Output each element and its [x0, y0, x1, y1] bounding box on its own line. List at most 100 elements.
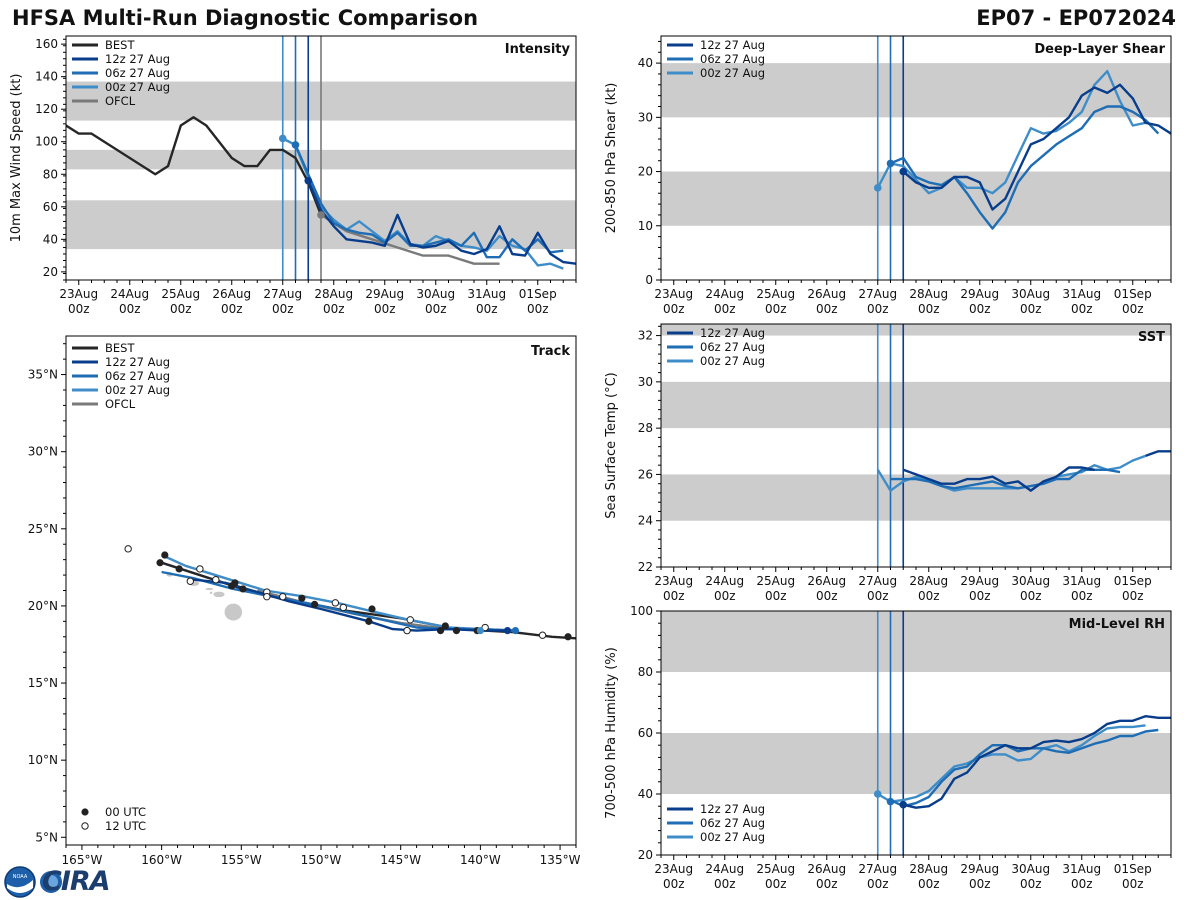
rh-xtick-label-date: 31Aug — [1062, 862, 1101, 876]
track-point-00utc — [452, 627, 461, 635]
shear-xtick-label-date: 23Aug — [654, 287, 693, 301]
shear-xtick-label-hour: 00z — [918, 302, 940, 316]
sst-band-0 — [661, 474, 1171, 521]
track-plot-area — [124, 545, 576, 641]
rh-init-marker-r00 — [873, 790, 882, 798]
intensity-init-marker-r06 — [291, 141, 300, 149]
shear-xtick-label-hour: 00z — [969, 302, 991, 316]
track-point-12utc — [124, 545, 132, 553]
shear-series-r00 — [876, 70, 1146, 195]
intensity-xtick-label-date: 23Aug — [59, 287, 98, 301]
shear-title: Deep-Layer Shear — [1034, 42, 1165, 57]
track-ytick-label: 10°N — [28, 753, 58, 767]
hawaii-island-0 — [224, 603, 243, 621]
shear-legend-label: 12z 27 Aug — [700, 38, 765, 52]
sst-xtick-label-hour: 00z — [714, 589, 736, 603]
sst-xtick-label-date: 25Aug — [756, 574, 795, 588]
cira-logo-text: CIRA — [42, 866, 111, 897]
rh-init-marker-r12 — [899, 800, 908, 809]
track-series-ofcl — [257, 589, 513, 632]
intensity-legend-label: 00z 27 Aug — [105, 80, 170, 94]
shear-xtick-label-hour: 00z — [867, 302, 889, 316]
intensity-ytick-label: 140 — [35, 70, 58, 84]
sst-xtick-label-date: 26Aug — [807, 574, 846, 588]
shear-ytick-label: 30 — [638, 110, 653, 124]
shear-xtick-label-hour: 00z — [765, 302, 787, 316]
rh-xtick-label-hour: 00z — [969, 877, 991, 891]
shear-plot-area — [661, 36, 1171, 280]
track-point-00utc — [365, 617, 373, 625]
intensity-xtick-label-date: 30Aug — [416, 287, 455, 301]
intensity-ytick-label: 100 — [35, 135, 58, 149]
track-point-r12 — [503, 627, 512, 635]
rh-ytick-label: 40 — [638, 787, 653, 801]
intensity-xtick-label-date: 01Sep — [519, 287, 557, 301]
sst-xtick-label-date: 01Sep — [1114, 574, 1152, 588]
track-ytick-label: 25°N — [28, 522, 58, 536]
track-ytick-label: 15°N — [28, 676, 58, 690]
sst-xtick-label-hour: 00z — [1071, 589, 1093, 603]
rh-xtick-label-hour: 00z — [816, 877, 838, 891]
sst-xtick-label-hour: 00z — [969, 589, 991, 603]
rh-ytick-label: 60 — [638, 726, 653, 740]
intensity-title: Intensity — [505, 42, 571, 57]
intensity-series-r12 — [307, 180, 576, 265]
track-point-12utc — [186, 577, 195, 585]
intensity-init-marker-ofcl — [317, 211, 325, 219]
intensity-ylabel: 10m Max Wind Speed (kt) — [9, 74, 24, 243]
rh-xtick-label-hour: 00z — [714, 877, 736, 891]
sst-ytick-label: 26 — [638, 467, 653, 481]
intensity-xtick-label-hour: 00z — [119, 302, 141, 316]
rh-xtick-label-hour: 00z — [1122, 877, 1144, 891]
sst-ytick-label: 24 — [638, 514, 653, 528]
shear-xtick-label-hour: 00z — [714, 302, 736, 316]
rh-xtick-label-date: 28Aug — [909, 862, 948, 876]
intensity-xtick-label-date: 28Aug — [314, 287, 353, 301]
sst-series-r12 — [902, 450, 1171, 492]
intensity-init-marker-r00 — [278, 134, 287, 143]
shear-init-marker-r06 — [886, 159, 895, 168]
intensity-legend-label: BEST — [105, 38, 135, 52]
track-point-r00 — [476, 627, 484, 635]
rh-series-r06 — [889, 728, 1159, 808]
track-point-00utc — [239, 585, 247, 593]
shear-legend-label: 00z 27 Aug — [700, 66, 765, 80]
track-point-00utc — [175, 565, 183, 573]
intensity-xtick-label-hour: 00z — [374, 302, 396, 316]
track-ytick-label: 5°N — [35, 830, 58, 844]
shear-ytick-label: 10 — [638, 219, 653, 233]
hawaii-island-5 — [209, 591, 213, 595]
sst-legend-label: 00z 27 Aug — [700, 354, 765, 368]
rh-xtick-label-hour: 00z — [918, 877, 940, 891]
intensity-series-best — [66, 116, 323, 216]
track-legend-marker-00utc — [81, 808, 89, 816]
intensity-legend-label: 06z 27 Aug — [105, 66, 170, 80]
rh-xtick-label-date: 24Aug — [705, 862, 744, 876]
track-ytick-label: 35°N — [28, 368, 58, 382]
track-point-00utc — [156, 559, 164, 567]
intensity-xtick-label-date: 31Aug — [467, 287, 506, 301]
track-point-r06 — [511, 627, 520, 635]
sst-ytick-label: 28 — [638, 421, 653, 435]
hawaii-island-2 — [205, 587, 214, 591]
track-legend-label: OFCL — [105, 397, 136, 411]
rh-ytick-label: 20 — [638, 848, 653, 862]
cira-logo: NOAA CIRA — [4, 866, 114, 898]
shear-xtick-label-hour: 00z — [816, 302, 838, 316]
rh-xtick-label-date: 27Aug — [858, 862, 897, 876]
intensity-ytick-label: 160 — [35, 37, 58, 51]
sst-band-1 — [661, 381, 1171, 429]
rh-xtick-label-date: 30Aug — [1011, 862, 1050, 876]
intensity-xtick-label-date: 26Aug — [212, 287, 251, 301]
sst-ytick-label: 22 — [638, 560, 653, 574]
rh-ytick-label: 100 — [630, 604, 653, 618]
shear-band-1 — [661, 63, 1171, 118]
shear-legend-label: 06z 27 Aug — [700, 52, 765, 66]
track-ytick-label: 30°N — [28, 445, 58, 459]
main-title: HFSA Multi-Run Diagnostic Comparison — [12, 6, 479, 30]
intensity-xtick-label-hour: 00z — [68, 302, 90, 316]
track-point-12utc — [331, 599, 340, 607]
shear-xtick-label-date: 26Aug — [807, 287, 846, 301]
rh-band-0 — [661, 733, 1171, 794]
